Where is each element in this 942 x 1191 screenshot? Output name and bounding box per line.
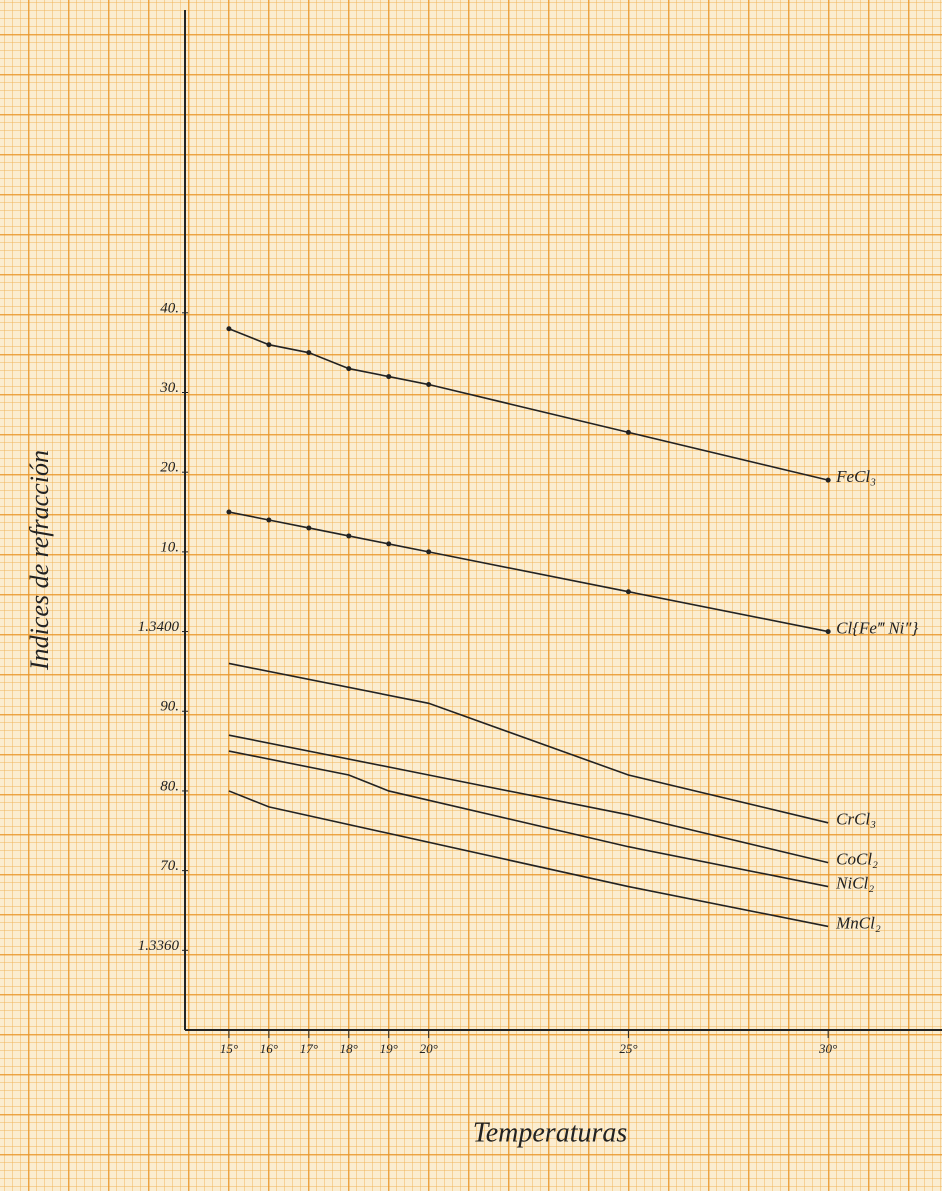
point — [826, 478, 831, 483]
point — [266, 518, 271, 523]
x-tick-label: 18° — [340, 1041, 358, 1056]
series-label: CrCl₃ — [836, 810, 876, 829]
x-tick-label: 20° — [420, 1041, 438, 1056]
series-label: Cl{Fe‴ Ni″} — [836, 618, 918, 637]
series-line — [229, 735, 828, 863]
point — [226, 510, 231, 515]
point — [826, 629, 831, 634]
y-tick-label: 1.3400 — [138, 619, 180, 635]
y-tick-label: 10. — [160, 539, 179, 555]
y-tick-label: 70. — [160, 858, 179, 874]
x-tick-label: 15° — [220, 1041, 238, 1056]
point — [386, 541, 391, 546]
point — [426, 382, 431, 387]
series-line — [229, 329, 828, 480]
y-tick-label: 40. — [160, 300, 179, 316]
x-tick-label: 30° — [818, 1041, 837, 1056]
point — [386, 374, 391, 379]
point — [426, 549, 431, 554]
series-line — [229, 663, 828, 822]
point — [306, 350, 311, 355]
point — [266, 342, 271, 347]
chart: Indices de refracción Temperaturas 40. 30… — [0, 0, 942, 1191]
point — [626, 589, 631, 594]
series-label: NiCl₂ — [835, 873, 874, 892]
y-tick-label: 30. — [159, 380, 179, 396]
y-tick-label: 20. — [160, 460, 179, 476]
point — [226, 326, 231, 331]
point — [626, 430, 631, 435]
series-line — [229, 751, 828, 886]
x-axis-title: Temperaturas — [473, 1117, 628, 1148]
series-label: MnCl₂ — [835, 913, 881, 932]
series-line — [229, 791, 828, 926]
series-label: CoCl₂ — [836, 850, 878, 869]
series-label: FeCl₃ — [835, 467, 876, 486]
point — [346, 366, 351, 371]
x-tick-label: 19° — [380, 1041, 398, 1056]
y-tick-label: 90. — [160, 699, 179, 715]
point — [346, 533, 351, 538]
y-tick-label: 1.3360 — [138, 938, 180, 954]
y-axis-title: Indices de refracción — [25, 450, 54, 671]
x-tick-label: 25° — [619, 1041, 637, 1056]
x-tick-label: 17° — [300, 1041, 318, 1056]
series-line — [229, 512, 828, 632]
y-tick-label: 80. — [160, 778, 179, 794]
x-tick-label: 16° — [260, 1041, 278, 1056]
point — [306, 525, 311, 530]
